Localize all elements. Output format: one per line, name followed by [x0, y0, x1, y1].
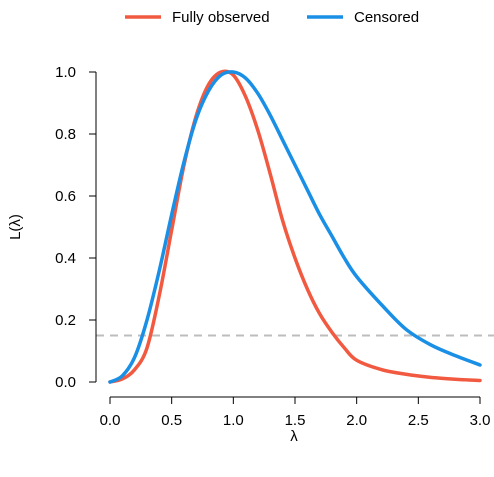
y-tick-label: 0.6: [55, 188, 76, 205]
y-tick-label: 0.4: [55, 250, 76, 267]
x-tick-label: 1.0: [223, 412, 244, 429]
legend-label: Censored: [354, 9, 419, 26]
x-tick-label: 3.0: [470, 412, 491, 429]
y-tick-label: 1.0: [55, 64, 76, 81]
y-axis-label: L(λ): [7, 214, 24, 240]
legend-label: Fully observed: [172, 9, 270, 26]
axes-group: 0.0 0.5 1.0 1.5 2.0 2.5 3.0 0.0 0.2 0.4 0.6 0.8 1.0: [55, 64, 490, 429]
series-line-censored: [108, 70, 482, 384]
x-axis-label: λ: [290, 428, 298, 445]
legend: Fully observed Censored: [125, 9, 419, 26]
x-tick-label: 2.5: [408, 412, 429, 429]
x-tick-label: 1.5: [285, 412, 306, 429]
series-group: [108, 69, 482, 384]
series-line-fully-observed: [108, 69, 482, 384]
y-tick-label: 0.2: [55, 312, 76, 329]
x-tick-label: 0.5: [161, 412, 182, 429]
y-tick-label: 0.8: [55, 126, 76, 143]
y-tick-label: 0.0: [55, 374, 76, 391]
x-tick-label: 0.0: [100, 412, 121, 429]
x-tick-label: 2.0: [346, 412, 367, 429]
